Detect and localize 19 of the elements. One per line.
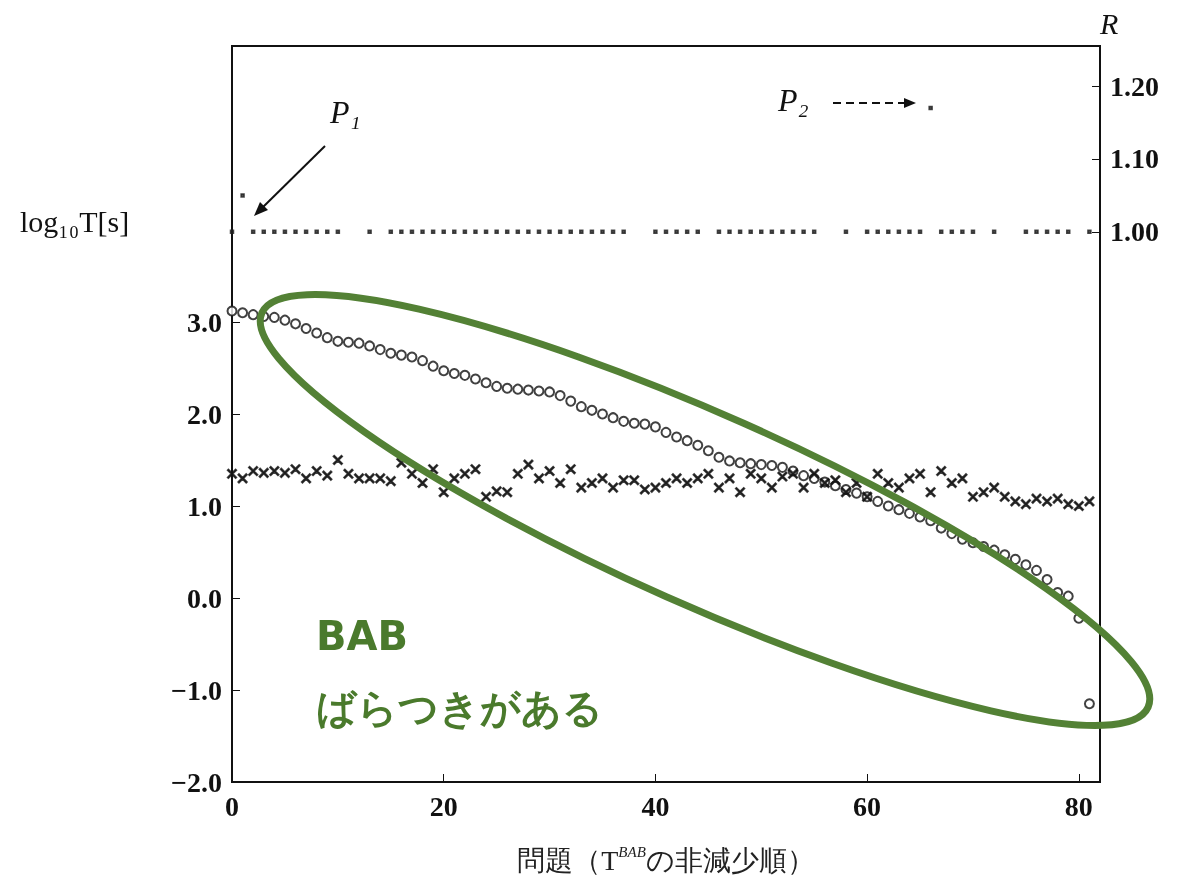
- y2-axis-title: R: [1099, 6, 1119, 40]
- y-axis-title: log₁₀T[s]: [20, 205, 130, 240]
- y-tick-label: 0.0: [187, 582, 222, 614]
- annotation: P₂: [778, 82, 809, 119]
- annotation: BAB ばらつきがある: [316, 612, 603, 733]
- y2-tick-label: 1.10: [1110, 143, 1159, 175]
- y2-tick-label: 1.20: [1110, 70, 1159, 102]
- x-tick-label: 0: [225, 790, 239, 822]
- y-tick-label: 2.0: [187, 398, 222, 430]
- y2-tick-label: 1.00: [1110, 216, 1159, 248]
- x-tick-label: 40: [641, 790, 670, 822]
- x-tick-label: 80: [1064, 790, 1093, 822]
- y-tick-label: −2.0: [171, 766, 222, 798]
- y-tick-label: 1.0: [187, 490, 222, 522]
- annotation: P₁: [330, 94, 361, 131]
- y-tick-label: −1.0: [171, 674, 222, 706]
- y-tick-label: 3.0: [187, 306, 222, 338]
- x-tick-label: 60: [853, 790, 882, 822]
- x-tick-label: 20: [429, 790, 458, 822]
